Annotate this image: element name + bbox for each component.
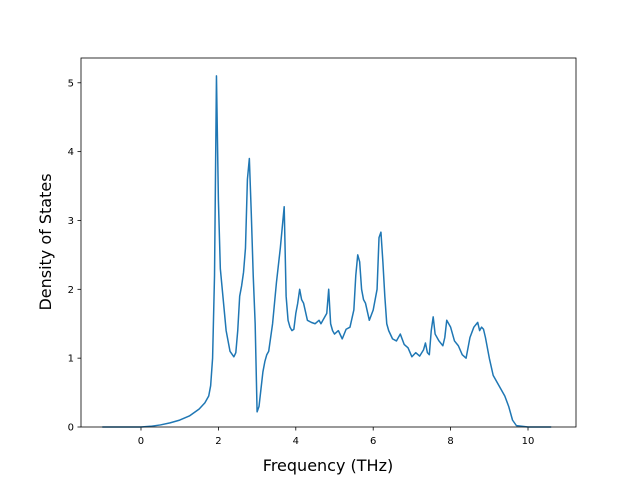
y-tick-label: 2	[68, 285, 74, 296]
plot-frame	[80, 57, 577, 428]
dos-line	[102, 75, 552, 428]
x-tick-label: 2	[215, 436, 221, 447]
y-axis-label: Density of States	[36, 173, 55, 310]
x-axis-label: Frequency (THz)	[263, 456, 393, 475]
x-tick-label: 0	[138, 436, 144, 447]
x-tick-label: 8	[447, 436, 453, 447]
y-tick-label: 5	[68, 78, 74, 89]
x-tick-label: 10	[522, 436, 535, 447]
x-tick-label: 4	[293, 436, 299, 447]
y-tick-label: 1	[68, 354, 74, 365]
y-tick-label: 3	[68, 216, 74, 227]
x-tick-label: 6	[370, 436, 376, 447]
y-tick-label: 0	[68, 423, 74, 434]
y-tick-label: 4	[68, 147, 74, 158]
